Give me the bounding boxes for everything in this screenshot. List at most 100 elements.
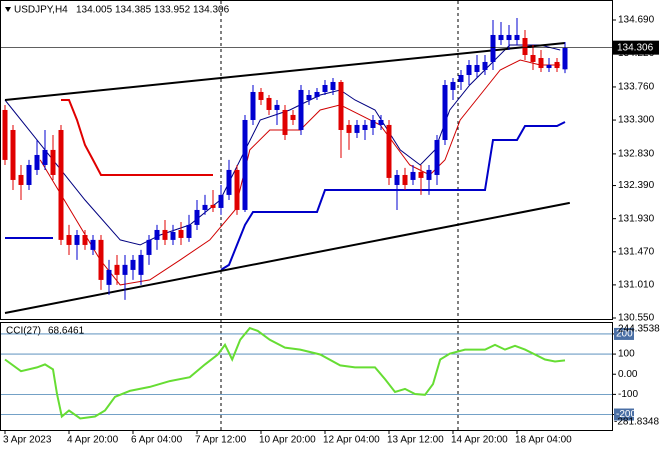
candle-body (210, 204, 216, 208)
candle-body (346, 124, 352, 133)
candle-body (250, 91, 256, 120)
indicator-line (4, 42, 566, 101)
candle-body (410, 171, 416, 180)
candle-body (106, 269, 112, 285)
candle-body (402, 174, 408, 185)
y-tick-label: 131.470 (618, 246, 655, 257)
candle-body (386, 124, 392, 178)
candle-body (378, 119, 384, 125)
candle-body (554, 61, 560, 69)
cci-title: CCI(27) (6, 326, 41, 337)
ohlc-value: 134.385 (115, 5, 152, 16)
candle-body (234, 169, 240, 210)
y-tick-label: 131.930 (618, 213, 655, 224)
candle-body (242, 119, 248, 210)
candle-body (162, 229, 168, 240)
range-label: -281.8348 (614, 417, 659, 428)
indicator-line (4, 44, 561, 246)
x-tick-label: 4 Apr 20:00 (67, 435, 119, 446)
candle-body (58, 129, 64, 240)
candle-body (298, 89, 304, 130)
candle-body (186, 224, 192, 238)
candle-body (226, 169, 232, 195)
price-label: 134.306 (617, 42, 654, 53)
candle-body (10, 129, 16, 180)
candle-body (538, 58, 544, 69)
candle-body (26, 164, 32, 185)
candle-body (218, 194, 224, 208)
candle-body (178, 229, 184, 238)
candle-body (418, 171, 424, 178)
indicator-line (61, 99, 213, 176)
candle-body (522, 38, 528, 55)
candle-body (154, 229, 160, 240)
candle-body (98, 239, 104, 280)
y-tick-label: 133.760 (618, 82, 655, 93)
candle-body (426, 169, 432, 180)
candle-body (482, 61, 488, 70)
candle-body (74, 235, 80, 245)
candle-body (18, 174, 24, 185)
candle-body (194, 209, 200, 225)
candle-body (370, 119, 376, 128)
candle-body (466, 64, 472, 76)
candle-body (90, 239, 96, 250)
candle-body (442, 85, 448, 140)
y-tick-label: 0.00 (618, 369, 638, 380)
candle-body (138, 254, 144, 275)
candle-body (314, 91, 320, 97)
candle-body (322, 85, 328, 92)
candle-body (274, 104, 280, 110)
y-tick-label: -200 (616, 409, 636, 420)
y-tick-label: 100 (618, 349, 635, 360)
x-tick-label: 6 Apr 04:00 (131, 435, 183, 446)
y-tick-label: 131.010 (618, 280, 655, 291)
x-tick-label: 18 Apr 04:00 (515, 435, 572, 446)
range-label: 244.3538 (618, 324, 660, 335)
candle-body (530, 54, 536, 62)
candle-body (290, 114, 296, 120)
candle-body (122, 264, 128, 275)
candle-body (458, 75, 464, 82)
candle-body (170, 231, 176, 240)
candle-body (146, 239, 152, 255)
candle-body (266, 97, 272, 110)
candle-body (394, 174, 400, 185)
y-tick-label: 130.550 (618, 313, 655, 324)
candle-body (66, 235, 72, 245)
x-tick-label: 7 Apr 12:00 (195, 435, 247, 446)
price-label-box (613, 40, 659, 55)
indicator-line (4, 326, 566, 420)
y-tick-label: -100 (618, 389, 638, 400)
y-tick-label: 132.390 (618, 180, 655, 191)
candle-body (2, 109, 8, 160)
candle-body (546, 64, 552, 69)
level-label-box (614, 327, 634, 340)
y-tick-label: 133.300 (618, 115, 655, 126)
candle-body (498, 34, 504, 41)
ohlc-value: 134.005 (76, 5, 113, 16)
x-tick-label: 14 Apr 20:00 (451, 435, 508, 446)
indicator-line (4, 201, 570, 314)
candle-body (490, 34, 496, 62)
candle-body (114, 264, 120, 275)
candle-body (130, 259, 136, 270)
candle-body (338, 81, 344, 130)
candle-body (434, 139, 440, 175)
candle-body (258, 91, 264, 100)
candle-body (82, 235, 88, 245)
ohlc-readout: 134.005 134.385 133.952 134.306 (76, 5, 230, 16)
ohlc-value: 133.952 (154, 5, 191, 16)
y-tick-label: 200 (616, 329, 633, 340)
candle-body (50, 149, 56, 175)
x-tick-label: 10 Apr 20:00 (259, 435, 316, 446)
candle-body (506, 34, 512, 41)
y-tick-label: 132.830 (618, 149, 655, 160)
candle-body (282, 109, 288, 135)
candle-body (306, 95, 312, 100)
candle-body (34, 154, 40, 170)
candle-body (450, 81, 456, 90)
candle-body (42, 149, 48, 165)
candle-body (202, 204, 208, 210)
